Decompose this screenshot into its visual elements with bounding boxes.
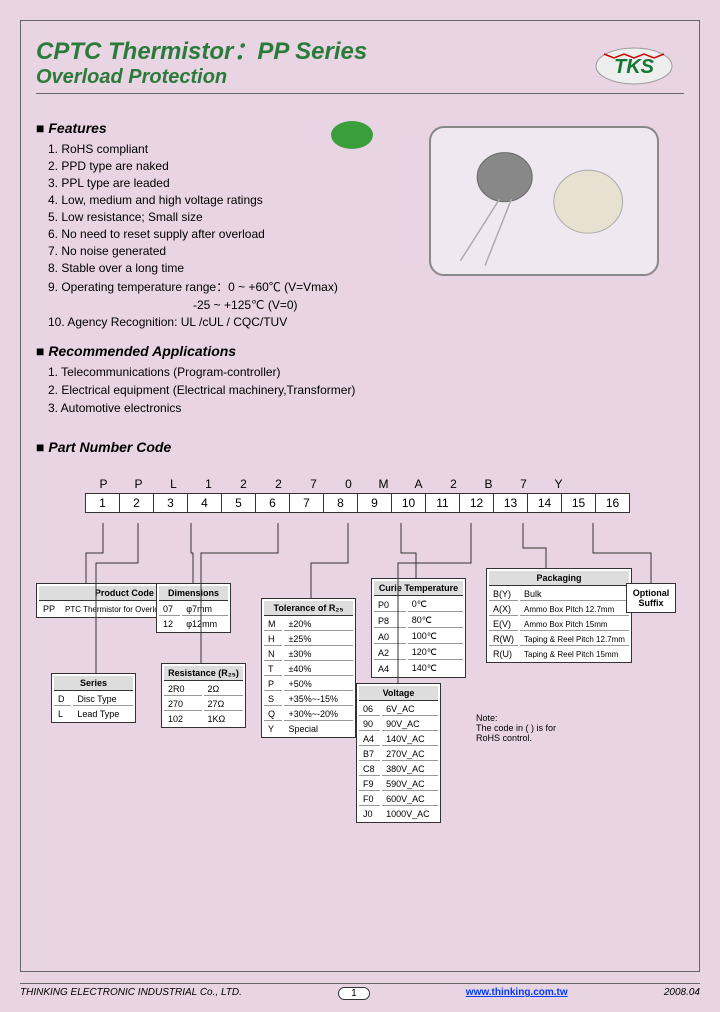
partcode-index: 16 bbox=[595, 493, 630, 513]
partcode-index: 4 bbox=[187, 493, 222, 513]
partcode-letter: 2 bbox=[436, 475, 471, 493]
optional-suffix-box: Optional Suffix bbox=[626, 583, 676, 613]
feature-item: 9. Operating temperature range：0 ~ +60℃ … bbox=[48, 278, 684, 295]
partcode-index: 8 bbox=[323, 493, 358, 513]
table-voltage: Voltage 066V_AC 9090V_AC A4140V_AC B7270… bbox=[356, 683, 441, 823]
footer-url-link[interactable]: www.thinking.com.tw bbox=[466, 987, 568, 1000]
applications-list: 1. Telecommunications (Program-controlle… bbox=[36, 365, 684, 415]
header-divider bbox=[36, 93, 684, 94]
rohs-badge-icon bbox=[331, 121, 373, 149]
applications-heading: Recommended Applications bbox=[36, 343, 684, 359]
feature-item: -25 ~ +125℃ (V=0) bbox=[48, 298, 684, 312]
table-dimensions: Dimensions 07φ7mm 12φ12mm bbox=[156, 583, 231, 633]
table-packaging: Packaging B(Y)Bulk A(X)Ammo Box Pitch 12… bbox=[486, 568, 632, 663]
partcode-index: 12 bbox=[459, 493, 494, 513]
partcode-index: 3 bbox=[153, 493, 188, 513]
application-item: 1. Telecommunications (Program-controlle… bbox=[48, 365, 684, 379]
partcode-letter: 0 bbox=[331, 475, 366, 493]
page-footer: THINKING ELECTRONIC INDUSTRIAL Co., LTD.… bbox=[20, 983, 700, 1000]
page-title-sub: Overload Protection bbox=[36, 66, 684, 89]
partcode-letter bbox=[576, 475, 611, 493]
product-image bbox=[429, 126, 659, 276]
partcode-index: 13 bbox=[493, 493, 528, 513]
partcode-index: 15 bbox=[561, 493, 596, 513]
partcode-index-row: 12345678910111213141516 bbox=[86, 493, 684, 513]
partcode-letter: P bbox=[121, 475, 156, 493]
table-resistance: Resistance (R₂₅) 2R02Ω 27027Ω 1021KΩ bbox=[161, 663, 246, 728]
partcode-letter: 2 bbox=[261, 475, 296, 493]
partcode-index: 5 bbox=[221, 493, 256, 513]
partcode-heading: Part Number Code bbox=[36, 439, 684, 455]
svg-text:TKS: TKS bbox=[614, 56, 655, 78]
partcode-letter: P bbox=[86, 475, 121, 493]
partcode-index: 10 bbox=[391, 493, 426, 513]
partcode-index: 1 bbox=[85, 493, 120, 513]
partcode-letter: A bbox=[401, 475, 436, 493]
note-text: Note: The code in ( ) is for RoHS contro… bbox=[476, 713, 556, 743]
footer-date: 2008.04 bbox=[664, 987, 700, 1000]
partcode-index: 14 bbox=[527, 493, 562, 513]
table-curie: Curie Temperature P00℃ P880℃ A0100℃ A212… bbox=[371, 578, 466, 678]
company-logo: TKS bbox=[594, 46, 674, 86]
partcode-letter: B bbox=[471, 475, 506, 493]
partcode-letter: M bbox=[366, 475, 401, 493]
table-tolerance: Tolerance of R₂₅ M±20% H±25% N±30% T±40%… bbox=[261, 598, 356, 738]
application-item: 2. Electrical equipment (Electrical mach… bbox=[48, 383, 684, 397]
partcode-letter bbox=[611, 475, 646, 493]
partcode-diagram: Product Code PPPTC Thermistor for Overlo… bbox=[36, 523, 684, 893]
page-title-main: CPTC Thermistor：PP Series bbox=[36, 31, 684, 66]
footer-page-number: 1 bbox=[338, 987, 370, 1000]
partcode-index: 11 bbox=[425, 493, 460, 513]
partcode-letter: 1 bbox=[191, 475, 226, 493]
partcode-letter: Y bbox=[541, 475, 576, 493]
partcode-letter: 7 bbox=[506, 475, 541, 493]
feature-item: 10. Agency Recognition: UL /cUL / CQC/TU… bbox=[48, 315, 684, 329]
partcode-index: 2 bbox=[119, 493, 154, 513]
partcode-index: 9 bbox=[357, 493, 392, 513]
table-series: Series DDisc Type LLead Type bbox=[51, 673, 136, 723]
partcode-letter: 7 bbox=[296, 475, 331, 493]
application-item: 3. Automotive electronics bbox=[48, 401, 684, 415]
partcode-letter: 2 bbox=[226, 475, 261, 493]
partcode-letter: L bbox=[156, 475, 191, 493]
partcode-index: 7 bbox=[289, 493, 324, 513]
partcode-index: 6 bbox=[255, 493, 290, 513]
footer-company: THINKING ELECTRONIC INDUSTRIAL Co., LTD. bbox=[20, 987, 242, 1000]
partcode-letters-row: PPL12270MA2B7Y bbox=[86, 475, 684, 493]
